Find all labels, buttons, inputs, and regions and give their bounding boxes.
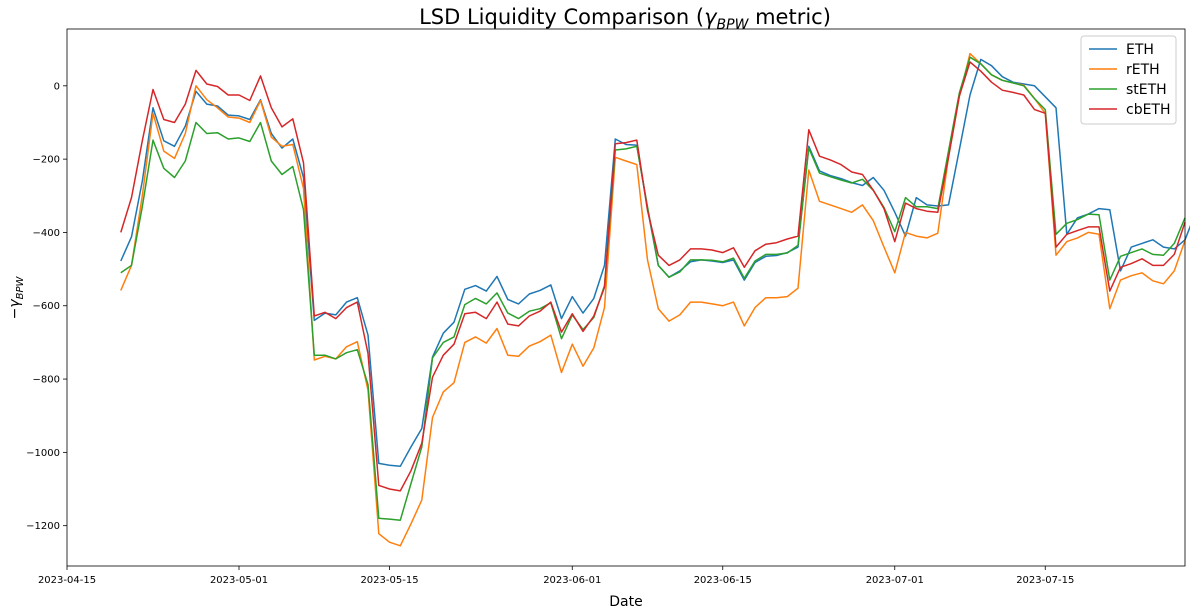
- x-axis-label: Date: [609, 594, 642, 610]
- chart-title: LSD Liquidity Comparison (γBPW metric): [419, 5, 831, 33]
- y-tick-label: −200: [33, 155, 60, 166]
- x-tick-label: 2023-07-15: [1016, 575, 1074, 586]
- legend-label-cbeth: cbETH: [1126, 102, 1171, 118]
- title-suffix: metric): [748, 5, 831, 29]
- y-tick-label: −600: [33, 301, 60, 312]
- legend-label-steth: stETH: [1126, 82, 1167, 98]
- title-gamma: γ: [704, 5, 718, 29]
- y-tick-label: −400: [33, 228, 60, 239]
- x-tick-label: 2023-07-01: [866, 575, 924, 586]
- legend-label-eth: ETH: [1126, 42, 1154, 58]
- series-lines: [120, 52, 1190, 547]
- legend-box: [1080, 35, 1177, 125]
- title-subscript: BPW: [717, 17, 750, 33]
- series-line-eth: [120, 58, 1190, 468]
- y-label-main: −γ: [7, 299, 23, 320]
- x-tick-label: 2023-05-15: [360, 575, 418, 586]
- y-tick-label: 0: [54, 81, 60, 92]
- y-label-sub: BPW: [15, 275, 26, 299]
- plot-frame: [66, 28, 1186, 567]
- series-line-reth: [120, 52, 1186, 547]
- y-axis-ticks: 0 −200 −400 −600 −800 −1000 −1200: [26, 81, 67, 532]
- y-axis-label: −γBPW: [7, 275, 26, 319]
- x-tick-label: 2023-04-15: [38, 575, 96, 586]
- legend-label-reth: rETH: [1126, 62, 1160, 78]
- x-axis-ticks: 2023-04-15 2023-05-01 2023-05-15 2023-06-01…: [38, 566, 1074, 586]
- x-tick-label: 2023-06-15: [694, 575, 752, 586]
- y-tick-label: −1200: [26, 521, 60, 532]
- legend: ETH rETH stETH cbETH: [1080, 35, 1177, 125]
- title-prefix: LSD Liquidity Comparison (: [419, 5, 704, 29]
- series-line-steth: [120, 56, 1186, 521]
- x-tick-label: 2023-05-01: [210, 575, 268, 586]
- x-tick-label: 2023-06-01: [543, 575, 601, 586]
- y-tick-label: −1000: [26, 448, 60, 459]
- y-tick-label: −800: [33, 375, 60, 386]
- series-line-cbeth: [120, 61, 1186, 492]
